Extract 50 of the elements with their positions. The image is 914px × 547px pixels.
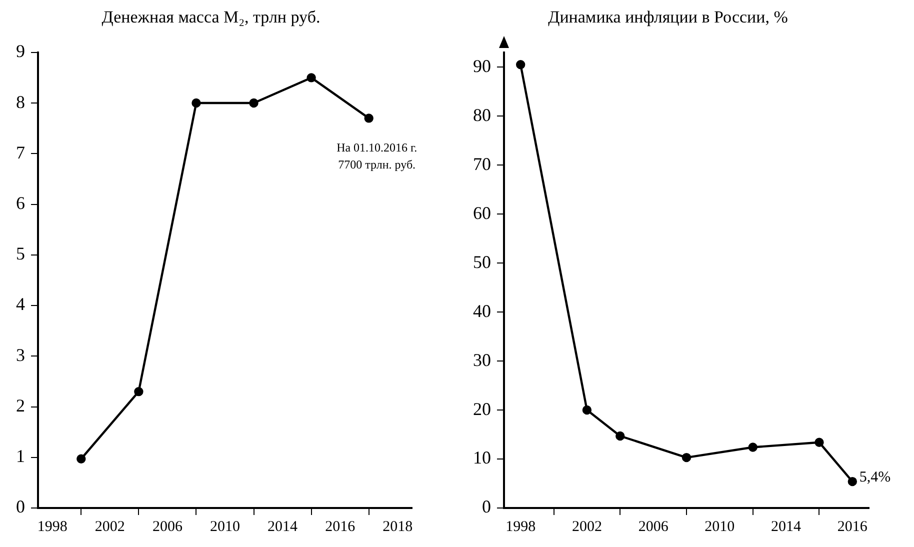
x-tick-label: 2002 [572, 518, 602, 535]
point [249, 98, 258, 108]
x-tick-label: 2016 [325, 518, 356, 535]
point [616, 431, 625, 441]
point [76, 454, 86, 464]
y-tick-label: 50 [473, 252, 491, 272]
point [814, 438, 824, 447]
y-tick-label: 70 [473, 154, 491, 174]
x-tick-label: 2002 [94, 518, 125, 535]
y-tick-label: 1 [16, 446, 25, 466]
y-tick-label: 80 [473, 104, 491, 125]
y-tick-label: 90 [473, 56, 491, 76]
point [848, 476, 858, 486]
y-tick-label: 2 [16, 395, 25, 416]
x-tick-label: 2010 [704, 518, 735, 535]
y-tick-label: 6 [16, 193, 25, 213]
x-tick-label: 2014 [771, 518, 802, 535]
x-tick-label: 2010 [210, 518, 240, 535]
point [306, 73, 316, 82]
x-tick-label: 2006 [638, 518, 669, 535]
x-tick-label: 2018 [382, 518, 413, 535]
y-tick-label: 3 [16, 344, 25, 365]
point [192, 98, 201, 108]
x-tick-label: 1998 [37, 518, 68, 535]
annotation: На 01.10.2016 г. 7700 трлн. руб. [336, 140, 418, 172]
point [516, 60, 526, 70]
y-tick-label: 30 [473, 350, 491, 370]
y-tick-label: 40 [473, 300, 491, 321]
y-tick-label: 20 [473, 398, 491, 419]
y-tick-label: 5 [16, 244, 25, 264]
chart-title: Динамика инфляции в России, % [548, 8, 788, 27]
point [748, 442, 758, 452]
x-tick-label: 1998 [506, 518, 536, 535]
x-tick-label: 2016 [837, 518, 868, 535]
y-tick-label: 9 [16, 41, 25, 62]
chart-title: Денежная масса M₂, трлн руб. [102, 8, 320, 27]
data-label: 5,4% [859, 469, 891, 486]
y-tick-label: 8 [16, 92, 25, 112]
y-tick-label: 0 [16, 496, 25, 517]
y-tick-label: 60 [473, 202, 491, 223]
point [364, 114, 374, 123]
y-tick-label: 10 [473, 448, 491, 468]
point [682, 452, 692, 462]
y-tick-label: 4 [16, 294, 25, 314]
y-tick-label: 7 [16, 142, 25, 162]
x-tick-label: 2014 [268, 518, 298, 535]
y-tick-label: 0 [482, 496, 491, 517]
x-tick-label: 2006 [152, 518, 183, 535]
point [134, 386, 144, 396]
point [582, 405, 592, 415]
